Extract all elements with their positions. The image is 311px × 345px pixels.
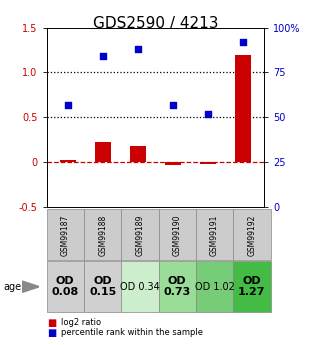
Text: GSM99189: GSM99189 [136, 214, 144, 256]
Bar [130, 146, 146, 162]
Point [206, 111, 211, 117]
Text: GDS2590 / 4213: GDS2590 / 4213 [93, 16, 218, 30]
Text: GSM99192: GSM99192 [248, 214, 256, 256]
Point [170, 102, 175, 108]
Point [241, 39, 246, 45]
Bar [60, 160, 76, 162]
Polygon shape [22, 281, 39, 292]
Text: percentile rank within the sample: percentile rank within the sample [61, 328, 203, 337]
Bar [165, 162, 181, 165]
Text: age: age [3, 282, 21, 292]
Bar [200, 162, 216, 164]
Text: OD
0.73: OD 0.73 [164, 276, 191, 297]
Point [65, 102, 70, 108]
Text: GSM99190: GSM99190 [173, 214, 182, 256]
Text: ■: ■ [47, 328, 56, 338]
Text: OD
1.27: OD 1.27 [238, 276, 266, 297]
Text: GSM99187: GSM99187 [61, 214, 70, 256]
Bar [95, 142, 111, 162]
Text: log2 ratio: log2 ratio [61, 318, 101, 327]
Point [100, 53, 105, 59]
Text: GSM99188: GSM99188 [98, 214, 107, 256]
Text: OD 1.02: OD 1.02 [195, 282, 234, 292]
Text: GSM99191: GSM99191 [210, 214, 219, 256]
Text: ■: ■ [47, 318, 56, 327]
Text: OD 0.34: OD 0.34 [120, 282, 160, 292]
Text: OD
0.15: OD 0.15 [89, 276, 116, 297]
Bar [235, 55, 251, 162]
Text: OD
0.08: OD 0.08 [52, 276, 79, 297]
Point [136, 46, 141, 52]
